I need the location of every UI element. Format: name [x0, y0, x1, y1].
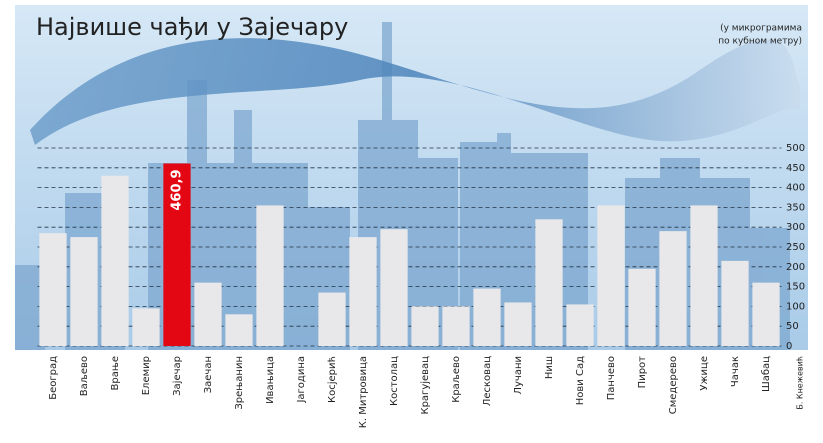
value-label: 460,9: [170, 169, 185, 210]
credit: Б. Кнежевић: [796, 356, 805, 410]
bar: [39, 233, 67, 346]
y-tick-label: 50: [786, 321, 799, 332]
x-tick-label: Чачак: [730, 356, 741, 387]
bar: [70, 237, 98, 346]
x-tick-label: Заечан: [203, 356, 214, 393]
y-tick-label: 250: [786, 242, 805, 253]
x-tick-label: Косјерић: [326, 356, 338, 403]
x-tick-label: Краљево: [451, 356, 462, 403]
bar: [442, 306, 470, 346]
bar: [566, 304, 594, 346]
x-tick-label: Смедерево: [668, 356, 679, 414]
bar: [194, 282, 222, 346]
bar: [628, 268, 656, 346]
x-tick-label: Пирот: [637, 356, 648, 388]
y-tick-label: 400: [786, 183, 805, 194]
x-tick-label: К. Митровица: [358, 356, 369, 428]
x-tick-label: Крагујевац: [419, 356, 431, 415]
bar: [225, 314, 253, 346]
bar: [318, 292, 346, 346]
x-tick-label: Ваљево: [79, 356, 90, 396]
x-tick-label: Панчево: [606, 356, 617, 400]
y-tick-label: 350: [786, 202, 805, 213]
bar: [597, 205, 625, 346]
x-tick-label: Врање: [110, 356, 121, 390]
x-tick-label: Београд: [48, 356, 59, 400]
bar: [132, 308, 160, 346]
y-tick-label: 150: [786, 282, 805, 293]
bar: [349, 237, 377, 346]
bar: [752, 282, 780, 346]
x-tick-label: Шабац: [761, 356, 772, 392]
chart-title: Највише чађи у Зајечару: [36, 13, 348, 41]
x-tick-label: Зајечар: [171, 356, 183, 396]
bar: [721, 260, 749, 346]
bar: [473, 288, 501, 346]
bar: [256, 205, 284, 346]
x-tick-label: Костолац: [389, 356, 400, 406]
bar: [380, 229, 408, 346]
x-tick-label: Ивањица: [265, 356, 276, 404]
y-tick-label: 300: [786, 222, 805, 233]
x-tick-label: Лесковац: [482, 356, 493, 406]
bar: [411, 306, 439, 346]
x-tick-label: Нови Сад: [575, 356, 586, 405]
y-tick-label: 200: [786, 262, 805, 273]
x-tick-label: Ниш: [544, 356, 555, 379]
bar: [659, 231, 687, 346]
y-tick-label: 500: [786, 143, 805, 154]
x-tick-label: Елемир: [141, 356, 152, 395]
unit-note: (у микрограмима: [720, 24, 802, 34]
x-tick-label: Зрењанин: [234, 356, 245, 410]
x-tick-label: Ужице: [699, 356, 710, 391]
unit-note: по кубном метру): [718, 37, 802, 47]
x-tick-label: Лучани: [513, 356, 524, 395]
smoke: [30, 38, 800, 145]
bar: [101, 175, 129, 346]
y-tick-label: 450: [786, 163, 805, 174]
bar: [504, 302, 532, 346]
bar: [535, 219, 563, 346]
bar: [163, 163, 191, 346]
bar: [690, 205, 718, 346]
y-tick-label: 0: [786, 341, 792, 352]
y-tick-label: 100: [786, 301, 805, 312]
x-tick-label: Јагодина: [296, 356, 307, 404]
